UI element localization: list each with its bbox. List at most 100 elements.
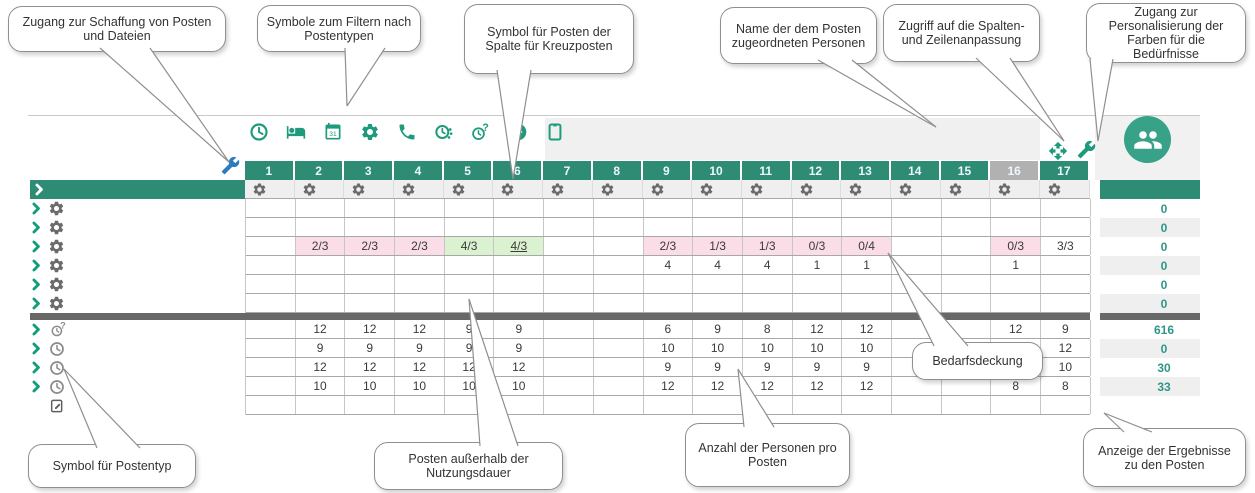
grid-cell[interactable]: 9 [395,339,445,357]
grid-cell[interactable] [296,294,346,312]
grid-cell[interactable]: 12 [296,320,346,338]
grid-cell[interactable] [594,256,644,274]
gear-icon[interactable] [360,122,380,142]
gear-icon[interactable] [351,182,366,197]
grid-cell[interactable] [544,396,594,414]
grid-cell[interactable] [246,358,296,376]
grid-cell[interactable] [494,396,545,414]
grid-cell[interactable] [246,256,296,274]
grid-cell[interactable] [842,199,892,217]
grid-cell[interactable] [246,396,296,414]
grid-cell[interactable]: 2/3 [643,237,694,255]
grid-cell[interactable] [793,294,843,312]
bed-icon[interactable] [286,122,306,142]
chevron-icon[interactable] [32,361,41,374]
grid-cell[interactable] [345,218,396,236]
grid-cell[interactable]: 9 [644,358,694,376]
grid-cell[interactable]: 9 [445,339,495,357]
grid-cell[interactable]: 4 [693,256,743,274]
grid-cell[interactable]: 9 [494,320,545,338]
column-header-4[interactable]: 4 [394,161,444,180]
grid-cell[interactable] [494,294,545,312]
grid-cell[interactable] [594,218,644,236]
grid-cell[interactable] [395,294,445,312]
grid-cell[interactable] [1041,218,1091,236]
gear-icon[interactable] [898,182,913,197]
grid-cell[interactable]: 10 [345,377,396,395]
grid-cell[interactable] [892,218,942,236]
grid-cell[interactable] [743,199,793,217]
grid-cell[interactable] [991,218,1041,236]
grid-cell[interactable]: 9 [693,358,743,376]
grid-cell[interactable] [345,199,396,217]
grid-cell[interactable]: 10 [1041,358,1091,376]
grid-cell[interactable] [544,275,594,293]
grid-cell[interactable] [395,218,445,236]
grid-cell[interactable]: 10 [445,377,495,395]
column-header-15[interactable]: 15 [940,161,991,180]
grid-cell[interactable]: 12 [345,320,396,338]
grid-cell[interactable] [892,275,942,293]
gear-icon[interactable] [799,182,814,197]
grid-cell[interactable]: 8 [991,377,1041,395]
gear-icon[interactable] [48,200,65,217]
grid-cell[interactable]: 12 [345,358,396,376]
gear-icon[interactable] [997,182,1012,197]
gear-icon[interactable] [252,182,267,197]
column-header-11[interactable]: 11 [741,161,792,180]
chevron-icon[interactable] [32,380,41,393]
grid-cell[interactable] [345,396,396,414]
clock-dots-icon[interactable] [434,122,454,142]
grid-cell[interactable]: 9 [345,339,396,357]
grid-cell[interactable] [942,218,992,236]
grid-cell[interactable] [445,294,495,312]
grid-cell[interactable]: 9 [1041,320,1091,338]
gear-icon[interactable] [48,257,65,274]
phone-icon[interactable] [397,122,417,142]
calendar-icon[interactable]: 31 [323,122,343,142]
grid-cell[interactable]: 9 [445,320,495,338]
gear-icon[interactable] [848,182,863,197]
grid-cell[interactable]: 10 [395,377,445,395]
chevron-icon[interactable] [32,202,41,215]
gear-icon[interactable] [302,182,317,197]
grid-cell[interactable]: 9 [296,339,346,357]
grid-cell[interactable] [246,275,296,293]
clock-question-icon[interactable]: ? [471,122,491,142]
grid-cell[interactable]: 10 [842,339,892,357]
grid-cell[interactable] [743,396,793,414]
grid-cell[interactable] [544,294,594,312]
column-header-6[interactable]: 6 [493,161,544,180]
grid-cell[interactable]: 1/3 [742,237,793,255]
column-header-3[interactable]: 3 [344,161,395,180]
grid-cell[interactable] [296,275,346,293]
grid-cell[interactable] [544,358,594,376]
grid-cell[interactable] [445,199,495,217]
chevron-icon[interactable] [32,221,41,234]
column-header-17[interactable]: 17 [1040,161,1090,180]
grid-cell[interactable] [544,237,594,255]
grid-cell[interactable] [644,396,694,414]
grid-cell[interactable] [544,256,594,274]
grid-cell[interactable] [743,294,793,312]
grid-cell[interactable] [892,256,942,274]
grid-cell[interactable] [743,218,793,236]
grid-cell[interactable]: 10 [793,339,843,357]
grid-cell[interactable]: 10 [644,339,694,357]
grid-cell[interactable] [892,396,942,414]
column-header-8[interactable]: 8 [592,161,643,180]
grid-cell[interactable] [246,237,296,255]
grid-cell[interactable] [594,320,644,338]
persons-badge[interactable] [1124,116,1171,163]
grid-cell[interactable] [942,294,992,312]
grid-cell[interactable] [793,275,843,293]
gear-icon[interactable] [500,182,515,197]
grid-cell[interactable] [246,199,296,217]
grid-cell[interactable]: 10 [494,377,545,395]
grid-cell[interactable] [544,199,594,217]
grid-cell[interactable] [494,218,545,236]
grid-cell[interactable]: 12 [1041,339,1091,357]
grid-cell[interactable]: 9 [494,339,545,357]
grid-cell[interactable]: 6 [644,320,694,338]
grid-cell[interactable] [395,199,445,217]
